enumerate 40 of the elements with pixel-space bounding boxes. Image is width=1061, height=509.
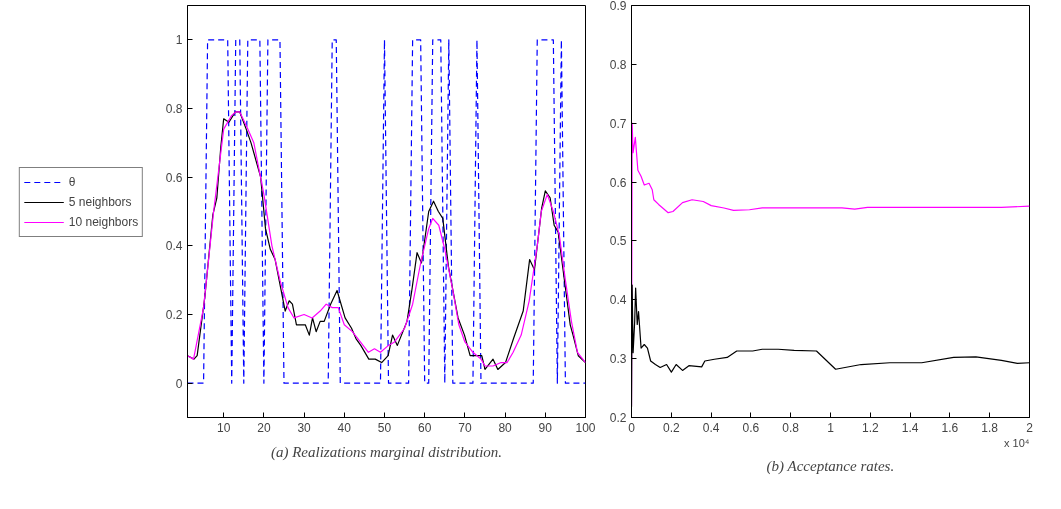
x-tick-label: 100	[575, 420, 596, 435]
text: x 10⁴	[1003, 436, 1030, 449]
x-tick-label: 1.6	[941, 420, 959, 435]
y-tick-label: 0.3	[609, 352, 627, 367]
x-tick-label: 1	[827, 420, 835, 435]
legend-label: 5 neighbors	[68, 195, 132, 209]
legend-label: θ	[68, 175, 77, 189]
x-tick-label: 1.8	[981, 420, 999, 435]
x-tick-label: 2	[1026, 420, 1034, 435]
y-tick-label: 0.6	[165, 170, 183, 185]
y-tick-label: 0.8	[165, 102, 183, 116]
text: (a) Realizations marginal distribution.	[270, 443, 503, 461]
x-tick-label: 80	[498, 420, 513, 435]
text: (b) Acceptance rates.	[766, 457, 895, 475]
y-tick-label: 0.4	[609, 293, 627, 308]
y-tick-label: 0.8	[609, 57, 627, 72]
x-tick-label: 1.2	[861, 420, 879, 435]
x-tick-label: 50	[377, 420, 392, 435]
x-tick-label: 0.6	[742, 420, 760, 435]
x-tick-label: 20	[257, 420, 271, 435]
x-tick-label: 0.4	[702, 420, 720, 435]
x-tick-label: 40	[337, 420, 352, 435]
y-tick-label: 0.7	[609, 116, 627, 131]
y-tick-label: 0.2	[609, 411, 627, 425]
x-tick-label: 0.2	[662, 420, 680, 435]
x-tick-label: 1.4	[901, 420, 919, 435]
x-tick-label: 70	[458, 420, 472, 435]
y-tick-label: 0	[175, 376, 183, 391]
x-tick-label: 60	[418, 420, 432, 435]
y-tick-label: 0.5	[609, 234, 627, 249]
x-tick-label: 30	[297, 420, 312, 435]
y-tick-label: 0.9	[609, 0, 627, 13]
legend-label: 10 neighbors	[68, 215, 139, 229]
y-tick-label: 1	[175, 33, 183, 48]
x-tick-label: 10	[217, 420, 231, 435]
x-tick-label: 90	[538, 420, 553, 435]
y-tick-label: 0.6	[609, 175, 627, 190]
y-tick-label: 0.2	[165, 308, 183, 322]
x-tick-label: 0.8	[782, 420, 800, 435]
y-tick-label: 0.4	[165, 239, 183, 254]
